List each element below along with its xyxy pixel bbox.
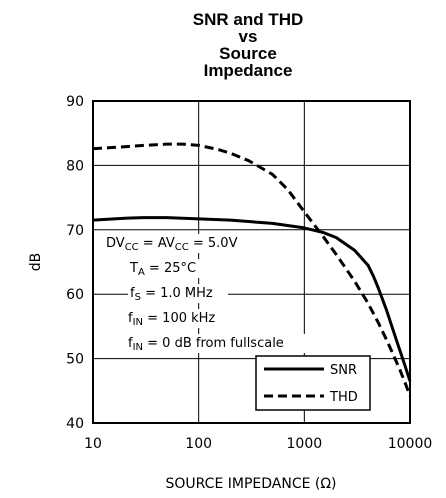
series-line-snr — [92, 216, 412, 382]
y-axis-label: dB — [28, 253, 44, 272]
chart-title-line: Source — [219, 44, 277, 63]
x-tick-labels: 10 100 1000 10000 — [84, 436, 432, 452]
legend-label: SNR — [330, 363, 357, 378]
x-tick-label: 10000 — [388, 436, 433, 452]
y-tick-label: 60 — [66, 287, 84, 303]
test-condition: TA = 25°C — [129, 261, 196, 278]
condition-backing — [104, 234, 290, 253]
chart-title-line: SNR and THD — [193, 10, 304, 29]
legend-box — [255, 355, 371, 411]
condition-backing — [128, 284, 228, 303]
y-tick-label: 70 — [66, 223, 84, 239]
y-tick-label: 40 — [66, 416, 84, 432]
x-tick-label: 100 — [185, 436, 212, 452]
x-tick-label: 1000 — [287, 436, 323, 452]
plot-frame — [92, 100, 411, 424]
legend: SNR THD — [255, 355, 371, 411]
test-conditions: DVCC = AVCC = 5.0V TA = 25°C fS = 1.0 MHz f… — [104, 234, 336, 353]
chart-title-line: vs — [239, 27, 258, 46]
x-tick-label: 10 — [84, 436, 102, 452]
x-axis-label: SOURCE IMPEDANCE (Ω) — [165, 476, 336, 492]
y-tick-label: 80 — [66, 158, 84, 174]
condition-backing — [128, 259, 220, 278]
series-line-thd — [92, 142, 412, 397]
legend-label: THD — [329, 390, 358, 405]
y-tick-label: 90 — [66, 94, 84, 110]
chart-title-line: Impedance — [204, 61, 293, 80]
y-tick-labels: 40 50 60 70 80 90 — [66, 94, 84, 432]
test-condition: fIN = 0 dB from fullscale — [128, 336, 284, 353]
condition-backing — [126, 334, 336, 353]
test-condition: DVCC = AVCC = 5.0V — [106, 236, 238, 253]
condition-backing — [126, 309, 236, 328]
test-condition: fIN = 100 kHz — [128, 311, 215, 328]
y-tick-label: 50 — [66, 352, 84, 368]
series-lines — [92, 142, 412, 397]
test-condition: fS = 1.0 MHz — [130, 286, 213, 303]
